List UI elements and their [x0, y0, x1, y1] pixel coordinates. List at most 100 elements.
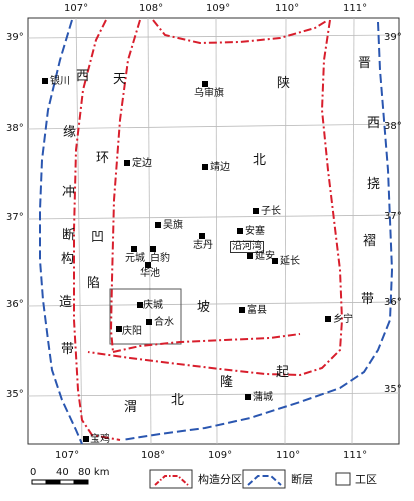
region-label: 陷	[87, 276, 101, 291]
city-marker	[325, 316, 331, 322]
longitude-tick: 107°	[55, 450, 80, 461]
region-label: 渭	[124, 400, 138, 415]
region-label: 西	[76, 69, 90, 84]
region-label: 挠	[367, 177, 381, 192]
city-label: 吴旗	[163, 220, 183, 231]
city-label: 庆城	[143, 300, 163, 311]
latitude-tick: 39°	[6, 32, 24, 43]
region-label: 北	[171, 393, 185, 408]
region-label: 坡	[197, 300, 211, 315]
region-label: 带	[361, 292, 375, 307]
region-label: 西	[367, 116, 381, 131]
longitude-tick: 109°	[206, 3, 231, 14]
city-marker	[202, 164, 208, 170]
legend-tectonic-symbol	[154, 475, 189, 486]
longitude-tick: 108°	[141, 450, 166, 461]
latitude-tick: 38°	[6, 123, 24, 134]
longitude-tick: 110°	[275, 3, 300, 14]
region-label: 构	[61, 252, 75, 267]
city-label: 合水	[154, 317, 174, 328]
latitude-tick: 37°	[6, 212, 24, 223]
city-marker	[245, 394, 251, 400]
region-label: 冲	[62, 185, 76, 200]
city-label: 志丹	[193, 240, 213, 251]
latitude-tick: 39°	[384, 32, 402, 43]
latitude-tick: 35°	[384, 384, 402, 395]
work-area-box	[109, 288, 182, 345]
city-label: 蒲城	[253, 392, 273, 403]
city-marker	[83, 436, 89, 442]
city-label: 富县	[247, 305, 267, 316]
longitude-tick: 111°	[343, 3, 368, 14]
legend-work-area-symbol	[335, 472, 351, 486]
longitude-tick: 107°	[64, 3, 89, 14]
region-label: 隆	[220, 375, 234, 390]
city-label: 白豹	[150, 253, 170, 264]
city-marker	[145, 262, 151, 268]
latitude-tick: 37°	[384, 211, 402, 222]
city-label: 银川	[50, 76, 70, 87]
city-label: 沿河湾	[230, 241, 264, 253]
city-marker	[199, 233, 205, 239]
region-label: 北	[253, 153, 267, 168]
legend-label-tectonic: 构造分区	[198, 473, 242, 486]
map-frame	[27, 17, 400, 445]
scale-label: 0	[30, 467, 37, 478]
city-label: 子长	[261, 206, 281, 217]
city-label: 华池	[140, 268, 160, 279]
region-label: 带	[61, 342, 75, 357]
scale-bar	[31, 479, 89, 485]
region-label: 环	[96, 151, 110, 166]
legend-label-fault: 断层	[291, 473, 313, 486]
legend-box-fault	[242, 469, 286, 489]
city-label: 庆阳	[122, 326, 142, 337]
city-marker	[237, 228, 243, 234]
longitude-tick: 111°	[343, 450, 368, 461]
latitude-tick: 36°	[6, 299, 24, 310]
city-label: 乌审旗	[194, 88, 224, 99]
city-marker	[116, 326, 122, 332]
city-marker	[155, 222, 161, 228]
region-label: 陕	[277, 76, 291, 91]
scale-label: 80 km	[78, 467, 110, 478]
city-marker	[202, 81, 208, 87]
city-marker	[137, 302, 143, 308]
legend-label-work-area: 工区	[355, 473, 377, 486]
city-label: 延安	[255, 251, 275, 262]
city-marker	[247, 253, 253, 259]
city-marker	[146, 319, 152, 325]
graticule	[27, 17, 400, 445]
longitude-tick: 109°	[208, 450, 233, 461]
region-label: 晋	[358, 56, 372, 71]
region-label: 造	[59, 295, 73, 310]
legend	[149, 469, 351, 489]
region-label: 凹	[91, 230, 105, 245]
tectonic-boundaries	[73, 19, 344, 441]
city-marker	[150, 246, 156, 252]
city-marker	[42, 78, 48, 84]
city-label: 宝鸡	[90, 434, 110, 445]
legend-fault-symbol	[247, 475, 282, 486]
region-label: 断	[62, 228, 76, 243]
region-label: 天	[113, 72, 127, 87]
city-marker	[272, 258, 278, 264]
longitude-tick: 108°	[139, 3, 164, 14]
legend-box-tectonic	[149, 469, 193, 489]
longitude-tick: 110°	[276, 450, 301, 461]
region-label: 缘	[63, 125, 77, 140]
city-label: 定边	[132, 158, 152, 169]
city-label: 靖边	[210, 162, 230, 173]
city-label: 乡宁	[333, 314, 353, 325]
city-marker	[131, 246, 137, 252]
city-label: 延长	[280, 256, 300, 267]
latitude-tick: 36°	[384, 297, 402, 308]
region-label: 褶	[363, 234, 377, 249]
latitude-tick: 38°	[384, 121, 402, 132]
city-marker	[239, 307, 245, 313]
city-label: 元城	[125, 253, 145, 264]
latitude-tick: 35°	[6, 389, 24, 400]
city-marker	[253, 208, 259, 214]
scale-label: 40	[56, 467, 69, 478]
faults	[39, 19, 394, 445]
